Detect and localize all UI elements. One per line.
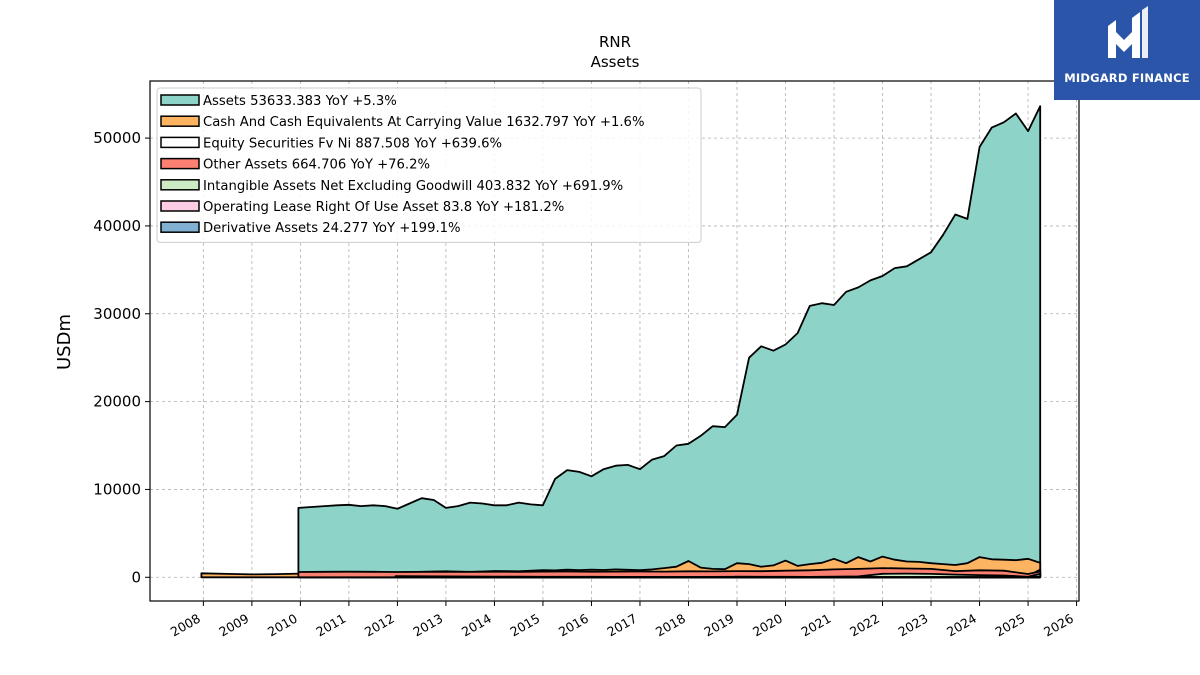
legend-label: Other Assets 664.706 YoY +76.2% xyxy=(203,158,430,173)
y-tick-label: 0 xyxy=(131,568,141,586)
series-area-0 xyxy=(297,105,1042,579)
legend-label: Operating Lease Right Of Use Asset 83.8 … xyxy=(203,200,564,215)
y-tick-label: 40000 xyxy=(93,217,141,235)
x-tick-label: 2013 xyxy=(410,611,445,640)
x-tick-label: 2011 xyxy=(313,611,348,640)
brand-logo: MIDGARD FINANCE xyxy=(1054,0,1200,100)
midgard-logo-icon xyxy=(1108,6,1148,58)
x-tick-label: 2019 xyxy=(701,611,736,640)
x-tick-label: 2021 xyxy=(798,611,833,640)
y-tick-label: 10000 xyxy=(93,480,141,498)
x-tick-label: 2010 xyxy=(265,611,300,640)
x-tick-label: 2015 xyxy=(507,611,542,640)
x-tick-label: 2023 xyxy=(895,611,930,640)
x-tick-label: 2025 xyxy=(993,611,1028,640)
y-tick-label: 50000 xyxy=(93,129,141,147)
x-tick-label: 2008 xyxy=(168,611,203,640)
x-tick-label: 2009 xyxy=(216,611,251,640)
legend-label: Equity Securities Fv Ni 887.508 YoY +639… xyxy=(203,136,502,151)
x-tick-label: 2014 xyxy=(459,611,494,640)
x-tick-label: 2017 xyxy=(604,611,639,640)
x-tick-label: 2020 xyxy=(750,611,785,640)
x-tick-label: 2012 xyxy=(362,611,397,640)
series-area-3 xyxy=(297,567,1042,579)
x-tick-label: 2016 xyxy=(556,611,591,640)
legend-swatch xyxy=(160,221,200,233)
legend-swatch xyxy=(160,200,200,212)
y-axis-label: USDm xyxy=(54,314,75,370)
series-areas xyxy=(200,105,1042,579)
legend-swatch xyxy=(160,179,200,191)
legend-label: Assets 53633.383 YoY +5.3% xyxy=(203,94,397,109)
x-tick-label: 2024 xyxy=(944,611,979,640)
legend-swatch xyxy=(160,136,200,149)
chart-title: RNR xyxy=(599,33,631,51)
y-tick-label: 20000 xyxy=(93,393,141,411)
chart-subtitle: Assets xyxy=(591,53,640,71)
legend-box xyxy=(156,87,702,243)
legend-swatch xyxy=(160,115,200,127)
y-axis-ticks: 0 10000 20000 30000 40000 50000 xyxy=(93,129,150,586)
legend-swatch xyxy=(160,94,200,106)
legend-label: Derivative Assets 24.277 YoY +199.1% xyxy=(203,221,461,236)
legend: Assets 53633.383 YoY +5.3% Cash And Cash … xyxy=(156,87,702,243)
legend-label: Intangible Assets Net Excluding Goodwill… xyxy=(203,179,623,194)
y-tick-label: 30000 xyxy=(93,305,141,323)
x-tick-label: 2026 xyxy=(1041,611,1076,640)
brand-name: MIDGARD FINANCE xyxy=(1064,71,1190,85)
x-axis-ticks: 2008 2009 2010 2011 2012 2013 2014 2015 2016 2017… xyxy=(168,601,1078,640)
x-tick-label: 2022 xyxy=(847,611,882,640)
legend-label: Cash And Cash Equivalents At Carrying Va… xyxy=(203,115,644,130)
legend-swatch xyxy=(160,157,200,170)
x-tick-label: 2018 xyxy=(653,611,688,640)
plot-frame xyxy=(149,80,1080,602)
